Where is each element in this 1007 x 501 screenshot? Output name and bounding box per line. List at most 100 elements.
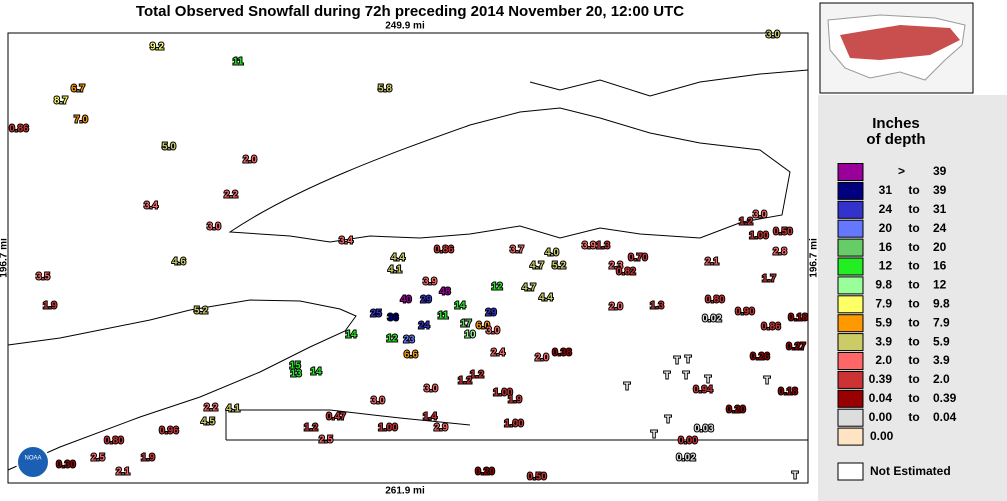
station-label: 0.96 bbox=[159, 426, 179, 437]
station-label: 4.4 bbox=[539, 293, 553, 304]
station-label: 23 bbox=[403, 335, 415, 346]
legend-sep: to bbox=[908, 353, 919, 367]
station-label: T bbox=[683, 371, 689, 382]
scale-bottom: 261.9 mi bbox=[385, 486, 425, 497]
legend-low: 0.00 bbox=[869, 410, 893, 424]
station-label: 3.0 bbox=[424, 384, 438, 395]
station-label: T bbox=[664, 371, 670, 382]
legend-low: 24 bbox=[879, 202, 893, 216]
station-label: 3.4 bbox=[144, 201, 158, 212]
station-label: 0.27 bbox=[786, 342, 806, 353]
station-label: T bbox=[624, 382, 630, 393]
station-label: 14 bbox=[454, 301, 466, 312]
legend-high: 9.8 bbox=[933, 296, 950, 310]
legend-not-estimated: Not Estimated bbox=[870, 464, 951, 478]
legend-swatch bbox=[837, 238, 864, 257]
legend-low: 0.04 bbox=[869, 391, 893, 405]
legend-sep: to bbox=[908, 315, 919, 329]
legend-high: 20 bbox=[933, 240, 947, 254]
legend-high: 31 bbox=[933, 202, 947, 216]
station-label: 0.82 bbox=[616, 267, 636, 278]
legend-high: 24 bbox=[933, 221, 947, 235]
station-label: 0.90 bbox=[735, 307, 755, 318]
station-label: 1.7 bbox=[762, 274, 776, 285]
station-label: 0.80 bbox=[705, 295, 725, 306]
legend-swatch bbox=[837, 276, 864, 295]
station-label: 1.9 bbox=[141, 453, 155, 464]
station-label: 1.4 bbox=[423, 412, 437, 423]
legend-sep: to bbox=[908, 221, 919, 235]
station-label: T bbox=[705, 375, 711, 386]
station-label: 9.2 bbox=[150, 42, 164, 53]
station-label: 4.6 bbox=[172, 257, 186, 268]
station-label: T bbox=[764, 376, 770, 387]
station-label: 3.0 bbox=[207, 222, 221, 233]
station-label: 0.50 bbox=[527, 472, 547, 483]
station-label: 5.2 bbox=[552, 261, 566, 272]
station-label: 1.9 bbox=[43, 301, 57, 312]
station-label: 1.3 bbox=[596, 241, 610, 252]
station-label: 10 bbox=[464, 330, 476, 341]
station-label: 11 bbox=[233, 57, 244, 68]
legend-swatch bbox=[837, 462, 864, 481]
map-frame bbox=[7, 32, 809, 484]
station-label: 40 bbox=[400, 295, 412, 306]
station-label: 0.26 bbox=[750, 352, 770, 363]
geography bbox=[7, 69, 809, 471]
legend-low: > bbox=[898, 164, 905, 178]
station-label: 0.94 bbox=[693, 385, 713, 396]
station-label: 3.0 bbox=[766, 30, 780, 41]
legend-high: 39 bbox=[933, 164, 947, 178]
station-label: T bbox=[674, 356, 680, 367]
scale-left: 196.7 mi bbox=[0, 238, 10, 278]
legend-low: 16 bbox=[879, 240, 893, 254]
legend-low: 31 bbox=[879, 183, 893, 197]
station-label: 2.2 bbox=[204, 403, 218, 414]
noaa-logo bbox=[16, 445, 50, 479]
station-label: 3.4 bbox=[339, 236, 353, 247]
station-label: 1.00 bbox=[749, 231, 769, 242]
station-label: 2.5 bbox=[319, 435, 333, 446]
station-label: 3.9 bbox=[582, 241, 596, 252]
legend-high: 12 bbox=[933, 278, 947, 292]
station-label: 4.1 bbox=[226, 404, 240, 415]
legend-swatch bbox=[837, 219, 864, 238]
legend-swatch bbox=[837, 200, 864, 219]
station-label: 5.0 bbox=[162, 142, 176, 153]
station-label: 3.0 bbox=[371, 396, 385, 407]
legend-sep: to bbox=[908, 372, 919, 386]
shoreline bbox=[7, 299, 357, 471]
legend-swatch bbox=[837, 314, 864, 333]
station-label: 0.20 bbox=[726, 405, 746, 416]
legend-low: 7.9 bbox=[875, 296, 892, 310]
station-label: 1.9 bbox=[508, 395, 522, 406]
legend-low: 0.00 bbox=[870, 429, 894, 443]
legend-swatch bbox=[837, 389, 864, 408]
station-label: 2.1 bbox=[705, 257, 719, 268]
station-label: 14 bbox=[310, 367, 322, 378]
inset-snow bbox=[840, 25, 960, 60]
station-label: T bbox=[651, 430, 657, 441]
station-label: T bbox=[685, 355, 691, 366]
legend-high: 16 bbox=[933, 259, 947, 273]
station-label: 4.5 bbox=[201, 417, 215, 428]
station-label: 0.18 bbox=[778, 387, 798, 398]
station-label: 11 bbox=[438, 311, 449, 322]
station-label: 1.2 bbox=[304, 423, 318, 434]
legend-high: 0.04 bbox=[933, 410, 957, 424]
station-label: 0.80 bbox=[104, 436, 124, 447]
station-label: 12 bbox=[386, 334, 398, 345]
station-label: 2.5 bbox=[91, 453, 105, 464]
station-label: 2.2 bbox=[224, 190, 238, 201]
legend-sep: to bbox=[908, 410, 919, 424]
legend-high: 7.9 bbox=[933, 315, 950, 329]
station-label: 1.2 bbox=[739, 217, 753, 228]
station-label: 48 bbox=[439, 287, 451, 298]
station-label: T bbox=[792, 471, 798, 482]
station-label: 0.18 bbox=[788, 313, 808, 324]
state-border bbox=[225, 409, 808, 441]
station-label: 2.0 bbox=[609, 302, 623, 313]
station-label: 0.38 bbox=[552, 348, 572, 359]
station-label: 36 bbox=[387, 313, 399, 324]
